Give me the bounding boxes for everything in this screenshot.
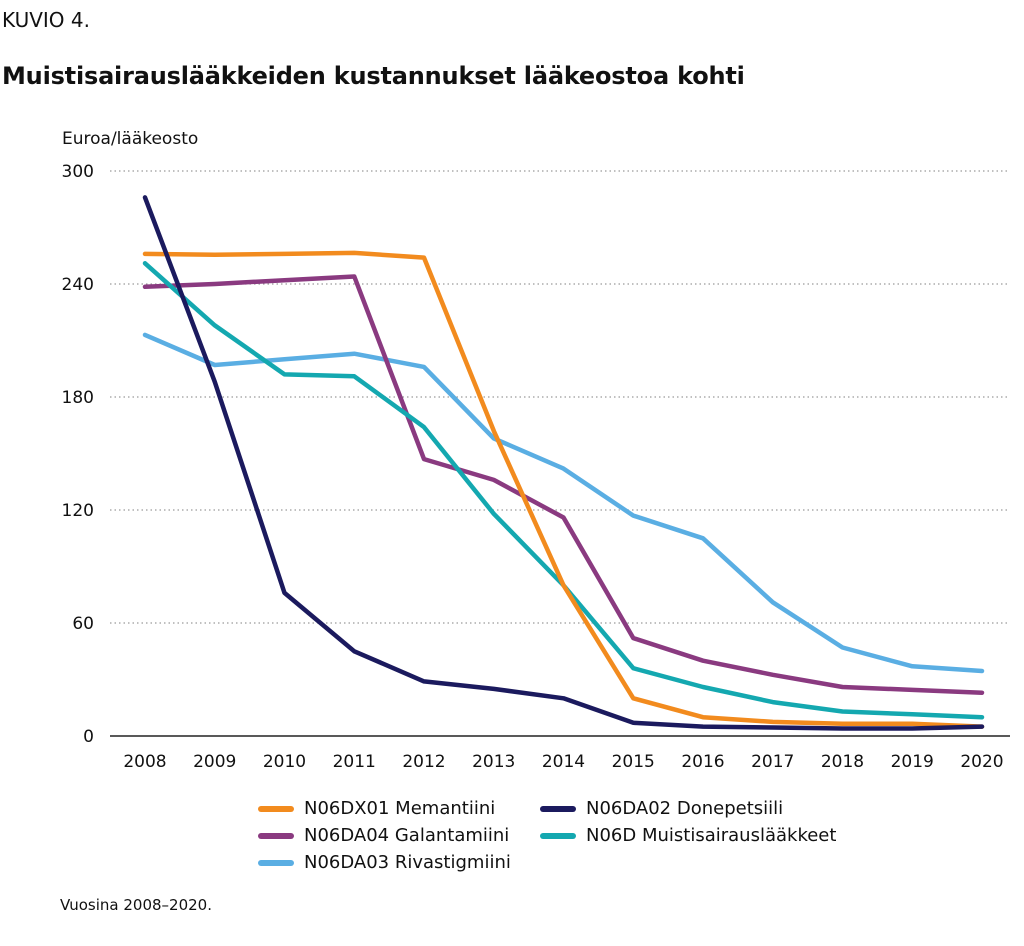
x-tick-label: 2013: [472, 752, 515, 772]
figure-label: KUVIO 4.: [2, 8, 90, 32]
x-tick-label: 2014: [542, 752, 585, 772]
legend-swatch: [258, 859, 294, 866]
y-axis-label: Euroa/lääkeosto: [62, 129, 198, 149]
x-tick-label: 2018: [821, 752, 864, 772]
legend-swatch: [540, 805, 576, 812]
series-line-n06da02: [142, 195, 985, 731]
y-tick-label: 300: [62, 162, 94, 182]
x-tick-label: 2020: [960, 752, 1003, 772]
x-tick-label: 2011: [333, 752, 376, 772]
y-tick-label: 240: [62, 275, 94, 295]
x-tick-label: 2016: [681, 752, 724, 772]
legend-label: N06D Muistisairauslääkkeet: [586, 825, 837, 846]
series-line-n06da03: [142, 332, 985, 674]
y-tick-label: 60: [72, 614, 94, 634]
legend-label: N06DX01 Memantiini: [304, 798, 496, 819]
legend-swatch: [258, 805, 294, 812]
legend-item: N06D Muistisairauslääkkeet: [540, 825, 836, 846]
legend-item: N06DA02 Donepetsiili: [540, 798, 783, 819]
series-line-n06dx01: [142, 250, 985, 729]
legend-item: N06DA04 Galantamiini: [258, 825, 509, 846]
x-tick-label: 2010: [263, 752, 306, 772]
legend-swatch: [258, 832, 294, 839]
legend-label: N06DA03 Rivastigmiini: [304, 852, 511, 873]
legend-label: N06DA04 Galantamiini: [304, 825, 510, 846]
chart-title: Muistisairauslääkkeiden kustannukset lää…: [2, 62, 745, 90]
series-line-n06da04: [142, 274, 985, 695]
x-tick-label: 2012: [402, 752, 445, 772]
x-tick-label: 2009: [193, 752, 236, 772]
footnote: Vuosina 2008–2020.: [60, 896, 212, 914]
legend-swatch: [540, 832, 576, 839]
legend-label: N06DA02 Donepetsiili: [586, 798, 784, 819]
x-tick-label: 2017: [751, 752, 794, 772]
legend-item: N06DA03 Rivastigmiini: [258, 852, 511, 873]
x-tick-label: 2008: [123, 752, 166, 772]
x-tick-label: 2015: [612, 752, 655, 772]
y-tick-label: 180: [62, 388, 94, 408]
y-tick-label: 0: [83, 727, 94, 747]
x-tick-label: 2019: [891, 752, 934, 772]
legend-item: N06DX01 Memantiini: [258, 798, 495, 819]
y-tick-label: 120: [62, 501, 94, 521]
